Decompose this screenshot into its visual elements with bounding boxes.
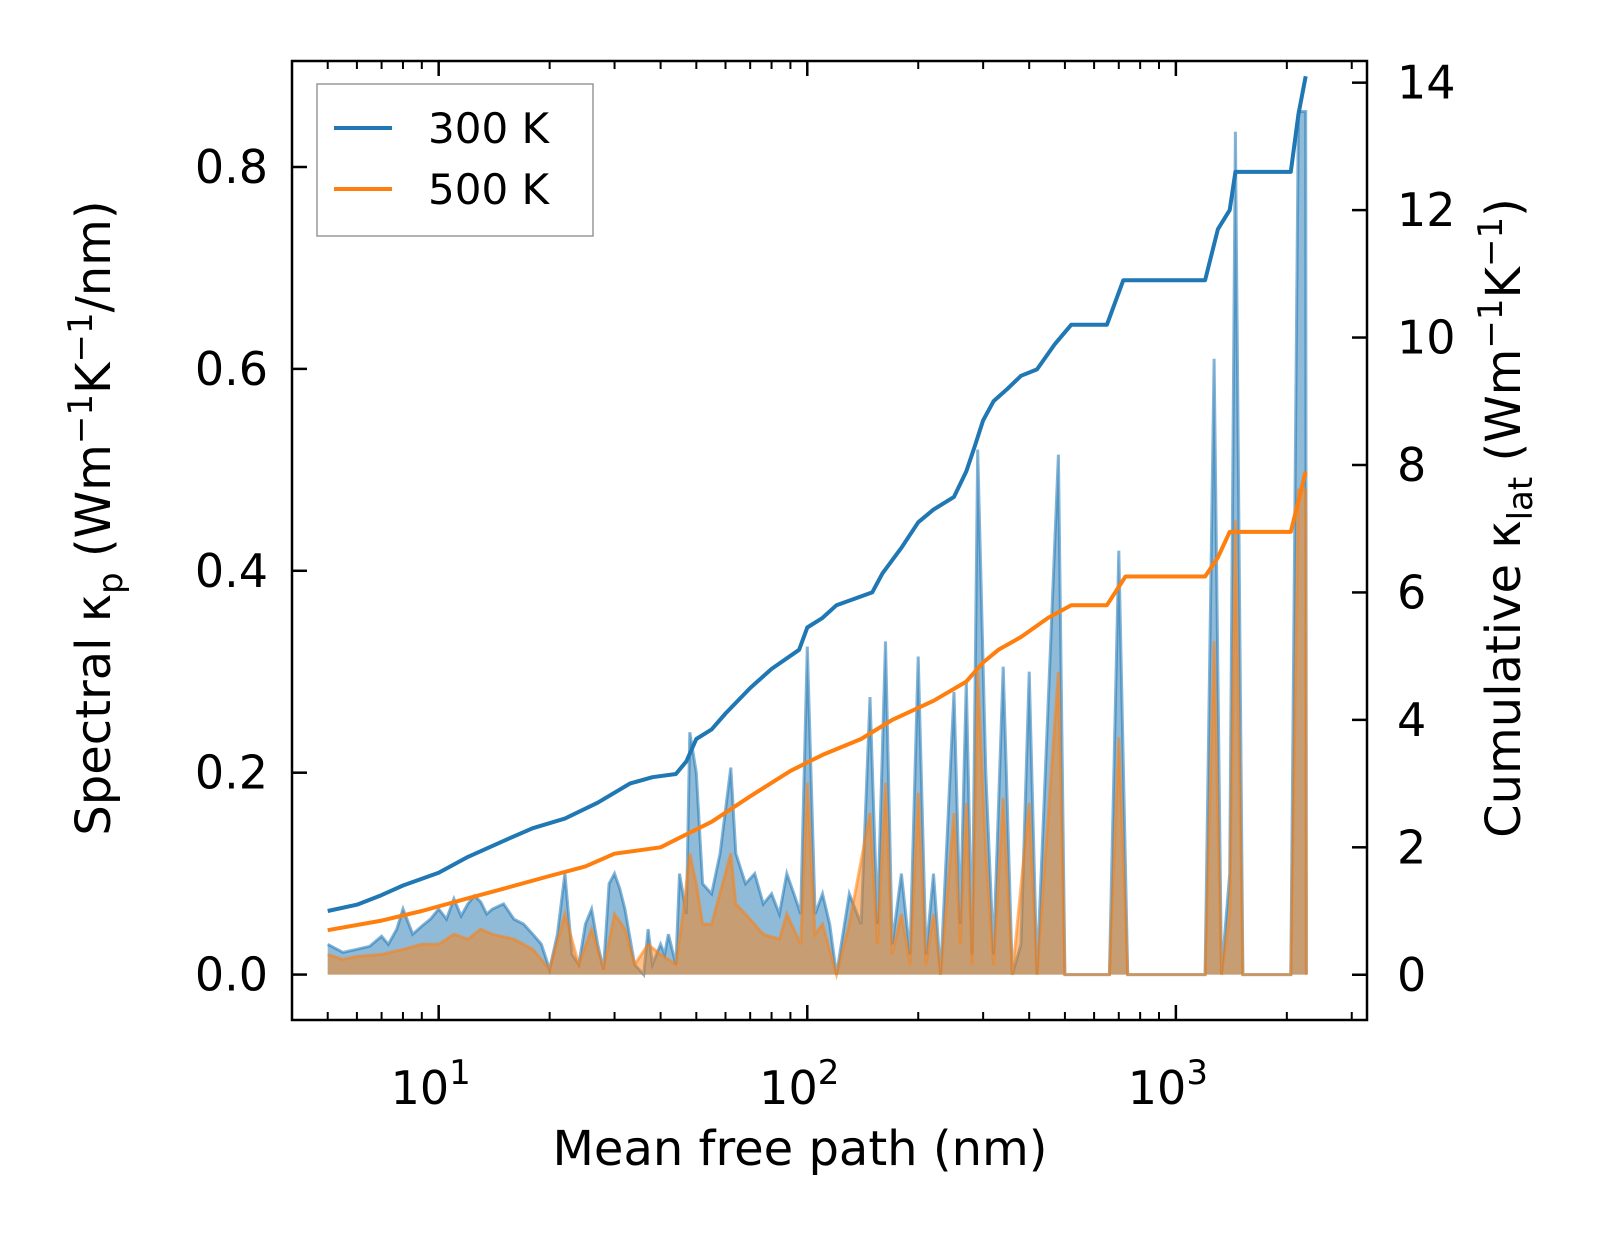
legend-frame [316,83,594,237]
right-y-tick-label: 8 [1397,438,1426,492]
left-y-tick-label: 0.6 [195,342,268,396]
right-y-tick-label: 2 [1397,820,1426,874]
x-axis-title: Mean free path (nm) [553,1121,1048,1177]
right-y-tick-label: 0 [1397,948,1426,1002]
right-y-tick-label: 6 [1397,565,1426,619]
left-y-tick-label: 0.4 [195,544,268,598]
right-y-tick-label: 4 [1397,693,1426,747]
left-y-tick-label: 0.8 [195,140,268,194]
right-y-tick-label: 14 [1397,56,1456,110]
cumulative-line-300k [327,75,1308,913]
legend: 300 K 500 K [316,83,594,237]
plot-frame [290,59,1369,1022]
spectral-layer [326,110,1308,981]
cumulative-line-500k [327,470,1308,933]
left-y-tick-label: 0.0 [195,948,268,1002]
right-y-tick-label: 10 [1397,311,1456,365]
cumulative-layer [327,75,1308,933]
spectral-line-500k [327,488,1308,981]
right-y-tick-label: 12 [1397,183,1456,237]
legend-label-300k: 300 K [428,104,551,153]
legend-label-500k: 500 K [428,165,551,214]
left-y-tick-label: 0.2 [195,746,268,800]
left-y-axis-title: Spectral κp (Wm−1K−1/nm) [61,200,131,835]
